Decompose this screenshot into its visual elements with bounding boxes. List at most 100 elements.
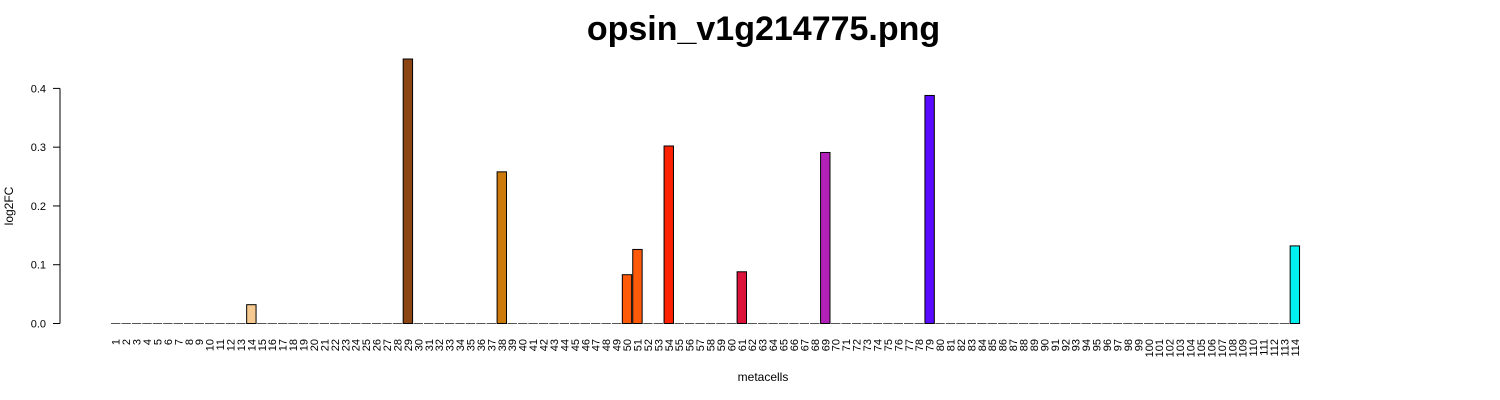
y-tick-label: 0.1 [31,260,46,272]
bar-metacell-61 [736,271,747,324]
x-tick-label-29: 29 [403,339,415,351]
bar-metacell-54 [663,145,674,324]
x-tick-label-31: 31 [424,339,436,351]
x-tick-label-58: 58 [706,339,718,351]
x-tick-label-28: 28 [392,339,404,351]
x-tick-label-42: 42 [539,339,551,351]
x-tick-label-48: 48 [601,339,613,351]
x-tick-label-71: 71 [841,339,853,351]
x-tick-label-87: 87 [1008,339,1020,351]
x-tick-label-74: 74 [872,339,884,351]
x-tick-label-55: 55 [674,339,686,351]
x-tick-label-40: 40 [518,339,530,351]
bar-metacell-29 [402,58,414,324]
x-tick-label-112: 112 [1269,339,1281,357]
x-tick-label-47: 47 [591,339,603,351]
x-tick-label-89: 89 [1029,339,1041,351]
x-tick-label-93: 93 [1071,339,1083,351]
x-tick-label-54: 54 [664,339,676,351]
y-tick-label: 0.3 [31,142,46,154]
x-tick-label-7: 7 [173,339,185,345]
bar-metacell-69 [820,151,831,324]
x-tick-label-104: 104 [1186,339,1198,357]
x-tick-label-56: 56 [685,339,697,351]
x-tick-label-12: 12 [225,339,237,351]
y-tick-label: 0.2 [31,201,46,213]
x-tick-label-41: 41 [528,339,540,351]
x-tick-label-27: 27 [382,339,394,351]
x-tick-label-18: 18 [288,339,300,351]
x-tick-label-96: 96 [1102,339,1114,351]
bar-metacell-38 [496,171,508,324]
x-tick-label-91: 91 [1050,339,1062,351]
y-axis-label: log2FC [2,186,16,225]
x-tick-label-4: 4 [142,339,154,345]
x-tick-label-83: 83 [966,339,978,351]
x-tick-label-46: 46 [580,339,592,351]
x-tick-label-103: 103 [1175,339,1187,357]
x-tick-label-37: 37 [486,339,498,351]
x-tick-label-52: 52 [643,339,655,351]
x-tick-label-82: 82 [956,339,968,351]
x-tick-label-73: 73 [862,339,874,351]
x-tick-label-105: 105 [1196,339,1208,357]
x-tick-label-70: 70 [831,339,843,351]
x-tick-label-88: 88 [1019,339,1031,351]
x-tick-label-85: 85 [987,339,999,351]
x-tick-label-76: 76 [893,339,905,351]
x-tick-label-107: 107 [1217,339,1229,357]
x-tick-label-44: 44 [559,339,571,351]
x-tick-label-69: 69 [820,339,832,351]
x-tick-label-38: 38 [497,339,509,351]
x-tick-label-21: 21 [319,339,331,351]
x-tick-label-114: 114 [1290,339,1302,357]
x-tick-label-39: 39 [507,339,519,351]
bar-metacell-114 [1289,245,1301,324]
x-tick-label-72: 72 [852,339,864,351]
x-tick-label-98: 98 [1123,339,1135,351]
bar-metacell-14 [246,304,257,325]
x-tick-label-33: 33 [445,339,457,351]
bar-metacell-51 [632,248,643,324]
x-tick-label-110: 110 [1248,339,1260,357]
x-tick-label-57: 57 [695,339,707,351]
x-tick-label-2: 2 [121,339,133,345]
x-tick-label-113: 113 [1279,339,1291,357]
x-tick-label-62: 62 [747,339,759,351]
x-tick-label-75: 75 [883,339,895,351]
x-tick-label-97: 97 [1112,339,1124,351]
x-tick-label-49: 49 [612,339,624,351]
x-tick-label-109: 109 [1238,339,1250,357]
x-tick-label-8: 8 [184,339,196,345]
x-tick-label-45: 45 [570,339,582,351]
x-tick-label-13: 13 [236,339,248,351]
x-tick-label-100: 100 [1144,339,1156,357]
x-tick-label-106: 106 [1206,339,1218,357]
x-tick-label-35: 35 [465,339,477,351]
x-tick-label-14: 14 [246,339,258,351]
x-tick-label-68: 68 [810,339,822,351]
x-tick-label-92: 92 [1060,339,1072,351]
x-tick-label-16: 16 [267,339,279,351]
y-tick-label: 0.0 [31,319,46,331]
x-tick-label-53: 53 [653,339,665,351]
x-tick-label-19: 19 [299,339,311,351]
x-tick-label-63: 63 [758,339,770,351]
x-tick-label-6: 6 [163,339,175,345]
x-tick-label-90: 90 [1039,339,1051,351]
x-tick-label-34: 34 [455,339,467,351]
x-tick-label-5: 5 [152,339,164,345]
x-tick-label-11: 11 [215,339,227,350]
x-tick-label-3: 3 [132,339,144,345]
bars-group [111,58,1301,325]
x-tick-label-78: 78 [914,339,926,351]
x-tick-label-43: 43 [549,339,561,351]
x-tick-label-60: 60 [726,339,738,351]
x-tick-label-15: 15 [257,339,269,351]
x-tick-label-9: 9 [194,339,206,345]
x-tick-label-17: 17 [278,339,290,351]
x-tick-label-64: 64 [768,339,780,351]
x-tick-label-94: 94 [1081,339,1093,351]
bar-metacell-79 [924,94,935,324]
x-tick-label-59: 59 [716,339,728,351]
